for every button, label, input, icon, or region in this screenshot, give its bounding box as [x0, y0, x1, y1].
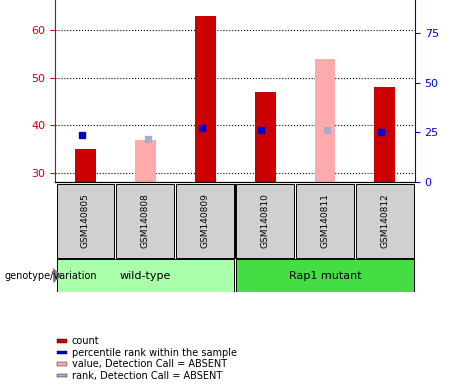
FancyBboxPatch shape: [236, 259, 414, 292]
Text: percentile rank within the sample: percentile rank within the sample: [71, 348, 236, 358]
FancyBboxPatch shape: [57, 184, 114, 258]
Bar: [314, 59, 336, 182]
FancyBboxPatch shape: [117, 184, 174, 258]
Text: GSM140810: GSM140810: [260, 194, 270, 248]
Text: rank, Detection Call = ABSENT: rank, Detection Call = ABSENT: [71, 371, 222, 381]
Text: GSM140812: GSM140812: [380, 194, 390, 248]
Text: count: count: [71, 336, 99, 346]
Bar: [195, 16, 216, 182]
Text: GSM140808: GSM140808: [141, 194, 150, 248]
Bar: [57, 374, 67, 377]
Text: genotype/variation: genotype/variation: [5, 270, 97, 281]
Bar: [57, 362, 67, 366]
FancyBboxPatch shape: [177, 184, 234, 258]
FancyBboxPatch shape: [296, 184, 354, 258]
Bar: [75, 149, 96, 182]
Text: GSM140809: GSM140809: [201, 194, 210, 248]
FancyBboxPatch shape: [236, 184, 294, 258]
Bar: [374, 87, 396, 182]
Text: value, Detection Call = ABSENT: value, Detection Call = ABSENT: [71, 359, 227, 369]
Bar: [135, 140, 156, 182]
Polygon shape: [53, 268, 62, 283]
FancyBboxPatch shape: [356, 184, 414, 258]
Text: Rap1 mutant: Rap1 mutant: [289, 270, 361, 281]
FancyBboxPatch shape: [57, 259, 234, 292]
Text: GSM140811: GSM140811: [320, 194, 330, 248]
Bar: [57, 351, 67, 354]
Bar: [57, 339, 67, 343]
Bar: [254, 92, 276, 182]
Text: GSM140805: GSM140805: [81, 194, 90, 248]
Text: wild-type: wild-type: [119, 270, 171, 281]
